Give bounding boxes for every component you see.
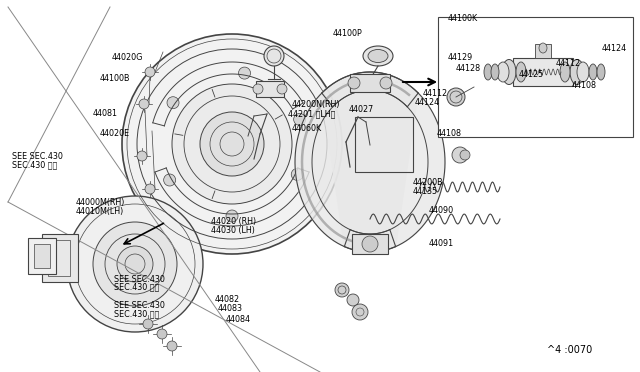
Text: 44083: 44083 [218,304,243,312]
Circle shape [264,46,284,66]
Ellipse shape [491,64,499,80]
Text: SEE SEC.430: SEE SEC.430 [114,275,164,283]
Text: SEC.430 参照: SEC.430 参照 [114,283,159,292]
Circle shape [452,147,468,163]
Circle shape [291,169,303,180]
Circle shape [137,151,147,161]
Text: SEE SEC.430: SEE SEC.430 [114,301,164,310]
Ellipse shape [539,43,547,53]
Circle shape [335,283,349,297]
Text: 44112: 44112 [556,59,580,68]
Text: 44200N(RH): 44200N(RH) [291,100,340,109]
Text: 44108: 44108 [437,129,462,138]
Circle shape [93,222,177,306]
Ellipse shape [447,88,465,106]
Text: 44112: 44112 [422,89,447,97]
Text: 44020 (RH): 44020 (RH) [211,217,257,226]
Circle shape [167,97,179,109]
Text: 44020E: 44020E [99,129,129,138]
Text: 44090: 44090 [429,206,454,215]
Circle shape [352,304,368,320]
Polygon shape [295,72,418,252]
Text: SEC.430 参照: SEC.430 参照 [114,309,159,318]
Circle shape [145,67,155,77]
Ellipse shape [560,62,570,82]
Bar [352,234,388,254]
Bar [28,238,56,274]
Text: 44124: 44124 [602,44,627,53]
Text: 44124: 44124 [415,98,440,107]
Ellipse shape [484,64,492,80]
Text: 44100B: 44100B [99,74,130,83]
Bar [535,44,551,58]
Circle shape [380,77,392,89]
Text: 44108: 44108 [572,81,596,90]
Text: 44129: 44129 [448,53,473,62]
Text: 44010M(LH): 44010M(LH) [76,207,124,216]
Text: 44084: 44084 [225,315,250,324]
Circle shape [239,67,250,79]
Text: 44030 (LH): 44030 (LH) [211,226,255,235]
Text: SEC.430 参照: SEC.430 参照 [12,160,57,169]
Circle shape [167,341,177,351]
Circle shape [172,84,292,204]
Circle shape [122,34,342,254]
Bar [42,234,78,282]
Circle shape [348,77,360,89]
Bar [513,58,573,86]
Circle shape [117,246,153,282]
Circle shape [226,210,238,222]
Ellipse shape [502,60,516,84]
Text: ^4 :0070: ^4 :0070 [547,345,593,355]
Bar [355,117,413,172]
Circle shape [164,174,175,186]
Ellipse shape [363,46,393,66]
Circle shape [143,319,153,329]
Circle shape [145,184,155,194]
Text: 44020G: 44020G [112,53,143,62]
Circle shape [294,113,306,125]
Polygon shape [322,72,445,252]
Text: 44201 （LH）: 44201 （LH） [288,109,335,118]
Text: 44100P: 44100P [333,29,362,38]
Ellipse shape [589,64,597,80]
Circle shape [200,112,264,176]
Text: 44000M(RH): 44000M(RH) [76,198,125,207]
Text: 44081: 44081 [93,109,118,118]
Circle shape [157,329,167,339]
Ellipse shape [368,49,388,62]
Text: SEE SEC.430: SEE SEC.430 [12,152,62,161]
Text: 44128: 44128 [456,64,481,73]
Circle shape [277,84,287,94]
Text: 44027: 44027 [349,105,374,114]
Text: 44091: 44091 [429,239,454,248]
Text: 44200B: 44200B [413,178,444,187]
Circle shape [460,150,470,160]
Ellipse shape [497,62,509,82]
Text: 44100K: 44100K [448,14,478,23]
Bar [48,240,70,276]
Ellipse shape [570,60,584,84]
Ellipse shape [577,62,589,82]
Text: 44125: 44125 [518,70,543,79]
Circle shape [139,99,149,109]
Circle shape [362,236,378,252]
Text: 44060K: 44060K [291,124,321,133]
Circle shape [67,196,203,332]
Bar [438,17,633,137]
Bar [256,81,284,97]
Circle shape [347,294,359,306]
Text: 44135: 44135 [413,187,438,196]
Ellipse shape [516,62,526,82]
Ellipse shape [597,64,605,80]
Bar [350,74,390,92]
Text: 44082: 44082 [214,295,239,304]
Circle shape [253,84,263,94]
Bar [34,244,50,268]
